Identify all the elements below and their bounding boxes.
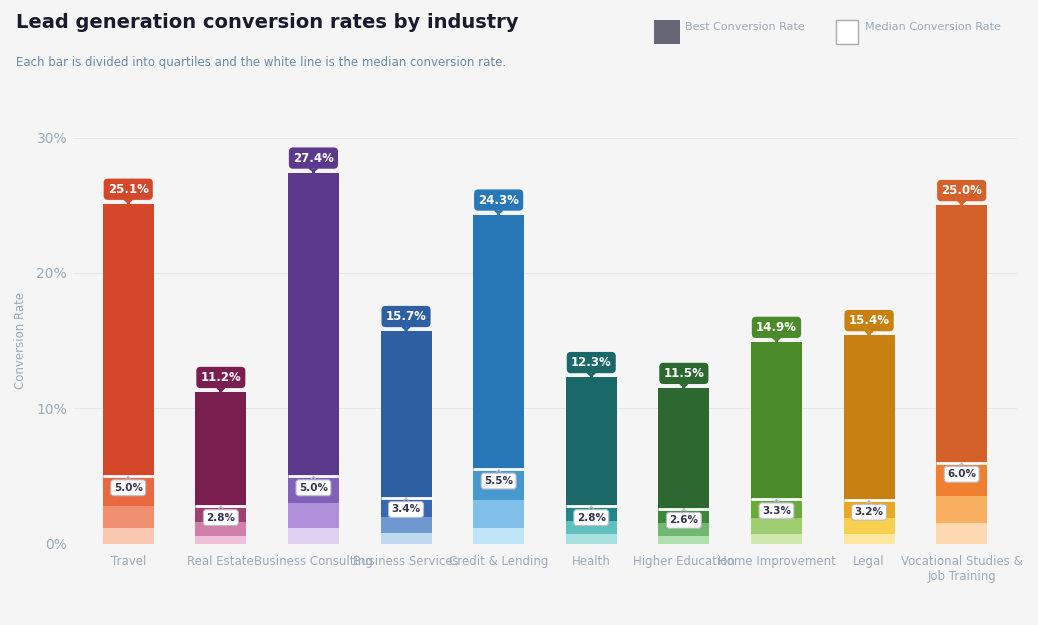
Text: 12.3%: 12.3% xyxy=(571,356,611,376)
Bar xyxy=(566,534,617,544)
Text: 5.5%: 5.5% xyxy=(484,470,513,486)
Bar xyxy=(103,204,154,476)
Bar xyxy=(844,534,895,544)
Bar xyxy=(566,506,617,521)
Bar xyxy=(381,498,432,517)
Bar xyxy=(473,501,524,528)
Bar xyxy=(658,536,709,544)
Bar xyxy=(936,462,987,496)
Bar xyxy=(195,506,246,522)
Bar xyxy=(288,173,338,476)
Bar xyxy=(844,518,895,534)
Bar xyxy=(195,536,246,544)
Bar xyxy=(844,335,895,501)
Bar xyxy=(288,503,338,528)
Text: 2.8%: 2.8% xyxy=(577,506,606,522)
Text: 24.3%: 24.3% xyxy=(479,194,519,214)
Bar xyxy=(473,214,524,469)
Text: 5.0%: 5.0% xyxy=(114,477,142,492)
Bar xyxy=(381,331,432,498)
Text: 14.9%: 14.9% xyxy=(756,321,797,341)
Text: 11.2%: 11.2% xyxy=(200,371,241,391)
Bar xyxy=(936,496,987,524)
Bar xyxy=(936,205,987,462)
Bar xyxy=(752,518,802,534)
Bar xyxy=(566,521,617,534)
Text: 15.7%: 15.7% xyxy=(385,310,427,330)
Text: 3.2%: 3.2% xyxy=(854,501,883,518)
Text: 2.8%: 2.8% xyxy=(207,506,236,522)
Text: 2.6%: 2.6% xyxy=(670,509,699,525)
Bar xyxy=(473,528,524,544)
Text: 3.4%: 3.4% xyxy=(391,498,420,514)
Bar xyxy=(195,392,246,506)
Bar xyxy=(103,506,154,528)
Bar xyxy=(381,517,432,533)
Text: 25.1%: 25.1% xyxy=(108,182,148,203)
Bar xyxy=(658,509,709,524)
Bar xyxy=(566,378,617,506)
Text: 15.4%: 15.4% xyxy=(849,314,890,334)
Bar xyxy=(381,533,432,544)
Bar xyxy=(103,476,154,506)
Bar xyxy=(288,528,338,544)
Bar xyxy=(288,476,338,503)
Text: 6.0%: 6.0% xyxy=(948,463,976,479)
Bar xyxy=(103,528,154,544)
Bar xyxy=(658,524,709,536)
Text: Conversion Rate: Conversion Rate xyxy=(15,292,27,389)
Text: 25.0%: 25.0% xyxy=(941,184,982,204)
Bar xyxy=(658,388,709,509)
Bar xyxy=(936,524,987,544)
Text: Median Conversion Rate: Median Conversion Rate xyxy=(865,22,1001,32)
Text: 11.5%: 11.5% xyxy=(663,367,705,387)
Bar xyxy=(473,469,524,501)
Text: Each bar is divided into quartiles and the white line is the median conversion r: Each bar is divided into quartiles and t… xyxy=(16,56,506,69)
Text: Lead generation conversion rates by industry: Lead generation conversion rates by indu… xyxy=(16,12,518,31)
Text: Best Conversion Rate: Best Conversion Rate xyxy=(685,22,804,32)
Text: 3.3%: 3.3% xyxy=(762,499,791,516)
Text: 5.0%: 5.0% xyxy=(299,477,328,492)
Bar xyxy=(752,342,802,499)
Bar xyxy=(195,522,246,536)
Bar xyxy=(752,534,802,544)
Text: 27.4%: 27.4% xyxy=(293,152,334,172)
Bar xyxy=(844,501,895,518)
Bar xyxy=(752,499,802,518)
